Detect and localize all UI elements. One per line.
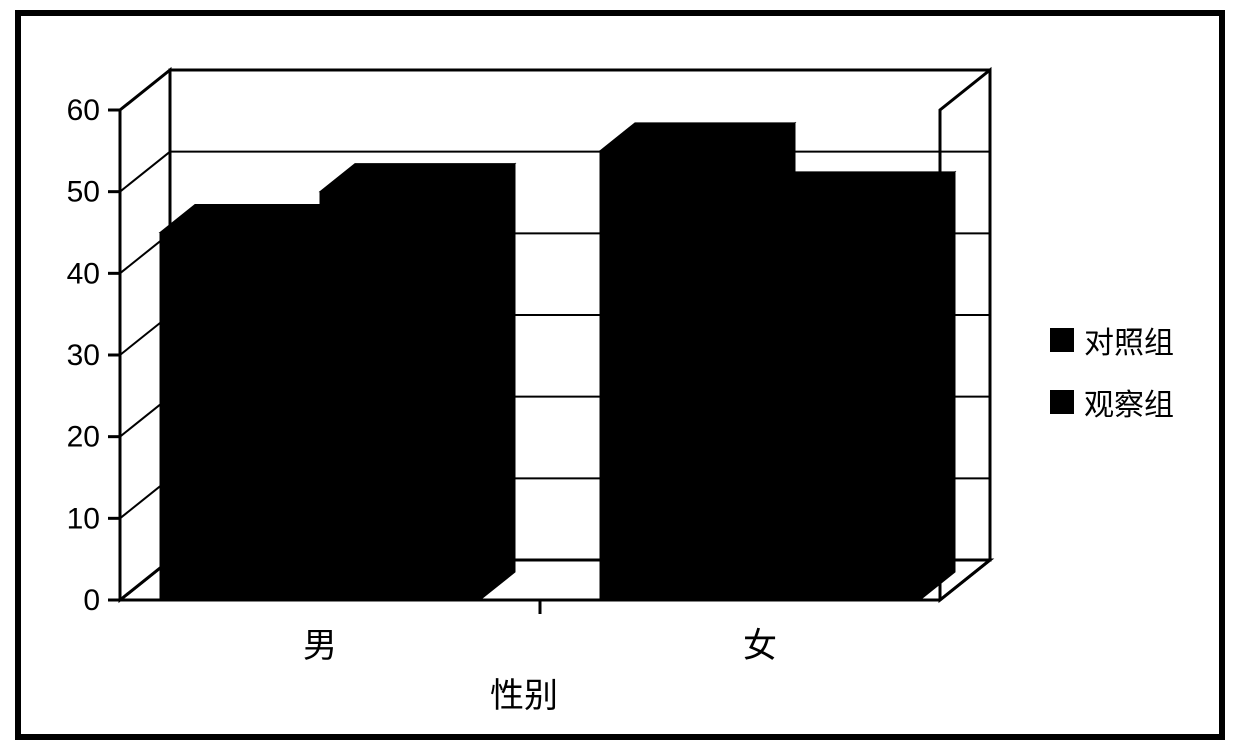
bar-top: [600, 123, 795, 151]
y-tick-label: 40: [67, 257, 100, 290]
legend-item: 对照组: [1050, 318, 1174, 362]
bar-top: [760, 172, 955, 200]
y-tick-label: 20: [67, 421, 100, 454]
y-tick-label: 0: [83, 584, 100, 617]
category-label: 男: [290, 618, 350, 667]
legend-swatch: [1050, 390, 1074, 414]
bar-side: [480, 164, 515, 600]
bar-front: [600, 151, 760, 600]
y-tick-label: 60: [67, 94, 100, 127]
bar-front: [320, 192, 480, 600]
legend-swatch: [1050, 328, 1074, 352]
y-tick-label: 30: [67, 339, 100, 372]
x-axis-title: 性别: [490, 668, 558, 717]
bar-side: [920, 172, 955, 600]
bar-front: [160, 233, 320, 601]
category-label: 女: [730, 618, 790, 667]
legend-label: 对照组: [1084, 318, 1174, 362]
chart-legend: 对照组观察组: [1050, 300, 1174, 442]
legend-label: 观察组: [1084, 380, 1174, 424]
bar-top: [320, 164, 515, 192]
y-tick-label: 10: [67, 502, 100, 535]
legend-item: 观察组: [1050, 380, 1174, 424]
bar-front: [760, 200, 920, 600]
y-tick-label: 50: [67, 176, 100, 209]
